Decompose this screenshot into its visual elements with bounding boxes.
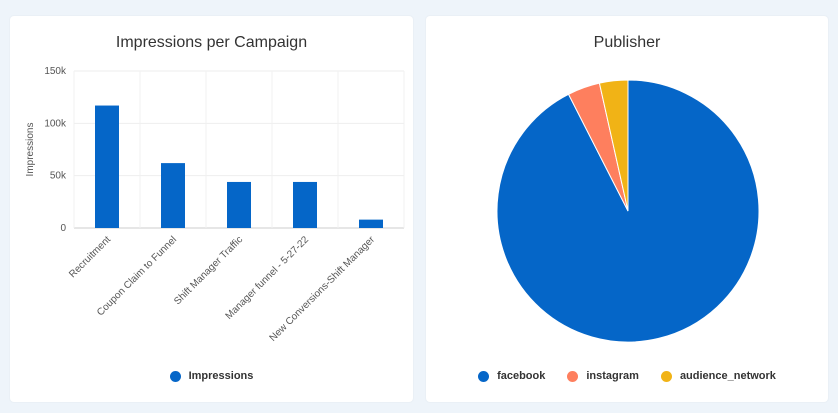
x-tick-label: Shift Manager Traffic (172, 234, 245, 307)
pie-legend: facebook instagram audience_network (426, 370, 828, 382)
legend-label: facebook (497, 370, 546, 382)
y-axis-label: Impressions (25, 123, 36, 177)
bar[interactable] (227, 181, 251, 228)
bar-legend: Impressions (10, 370, 413, 382)
legend-label: Impressions (188, 370, 254, 382)
chart-title: Impressions per Campaign (115, 34, 308, 51)
y-tick-label: 50k (50, 171, 67, 182)
legend-item-instagram[interactable]: instagram (567, 370, 639, 382)
bar[interactable] (95, 105, 119, 228)
legend-item-facebook[interactable]: facebook (478, 370, 545, 382)
bar-chart: 050k100k150kImpressionsRecruitmentCoupon… (25, 66, 405, 344)
x-tick-label: New Conversions-Shift Manager (268, 234, 378, 344)
chart-title: Publisher (593, 34, 661, 51)
legend-label: audience_network (679, 370, 776, 382)
bar[interactable] (161, 163, 185, 228)
legend-dot-icon (478, 370, 490, 382)
pie-chart (496, 79, 760, 343)
legend-dot-icon (660, 370, 672, 382)
bar[interactable] (359, 219, 383, 228)
publisher-chart-card: Publisher facebook instagram audience_ne… (426, 16, 828, 402)
y-tick-label: 100k (44, 118, 67, 129)
legend-label: instagram (586, 370, 639, 382)
y-tick-label: 150k (44, 66, 67, 77)
legend-dot-icon (169, 370, 181, 382)
bar[interactable] (293, 181, 317, 228)
pie-slice-audience-network[interactable] (598, 79, 629, 212)
impressions-chart-card: Impressions per Campaign 0 50k 100k 150k Imp… (10, 16, 413, 402)
legend-item-audience-network[interactable]: audience_network (660, 370, 776, 382)
x-tick-label: Recruitment (67, 234, 113, 280)
y-tick-label: 0 (60, 223, 66, 234)
legend-dot-icon (567, 370, 579, 382)
legend-item-impressions[interactable]: Impressions (169, 370, 254, 382)
